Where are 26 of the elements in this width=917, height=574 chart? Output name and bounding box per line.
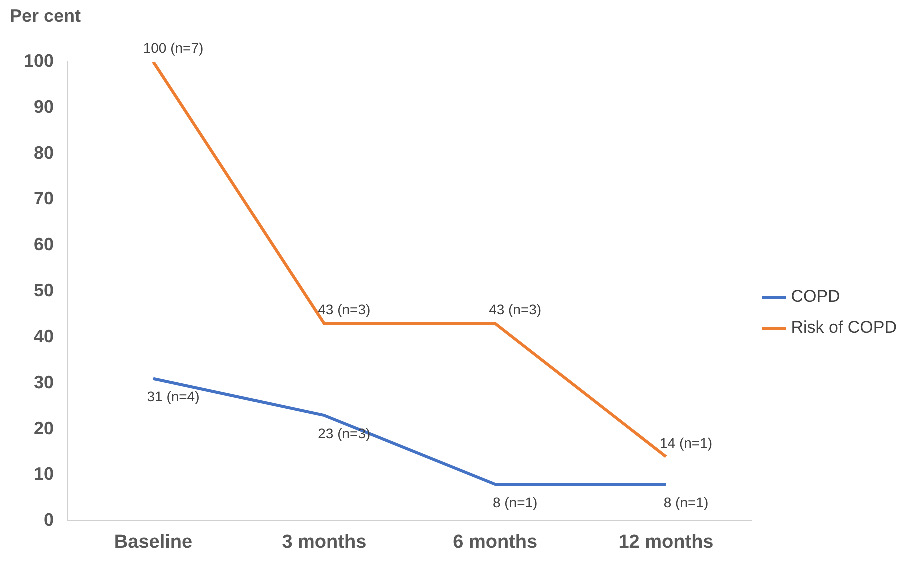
y-tick-label: 40 <box>34 326 54 346</box>
data-label: 23 (n=3) <box>318 425 371 442</box>
y-tick-label: 50 <box>34 280 54 301</box>
x-tick-label: 6 months <box>453 532 538 553</box>
data-label: 100 (n=7) <box>143 40 204 56</box>
y-tick-label: 0 <box>44 510 54 530</box>
x-tick-label: Baseline <box>114 532 193 553</box>
y-tick-label: 60 <box>34 234 54 255</box>
y-tick-label: 10 <box>34 464 54 484</box>
y-tick-label: 80 <box>34 142 54 163</box>
legend-label: Risk of COPD <box>791 318 898 338</box>
data-label: 14 (n=1) <box>660 434 713 451</box>
data-label: 8 (n=1) <box>664 494 709 510</box>
y-tick-label: 30 <box>34 372 54 392</box>
x-tick-label: 3 months <box>282 532 367 553</box>
legend-label: COPD <box>791 287 840 306</box>
y-axis-title: Per cent <box>10 6 82 26</box>
y-tick-label: 90 <box>34 96 54 117</box>
y-tick-label: 70 <box>34 188 54 209</box>
data-label: 43 (n=3) <box>318 302 371 318</box>
y-tick-label: 100 <box>24 50 54 71</box>
data-label: 31 (n=4) <box>147 388 200 405</box>
y-tick-label: 20 <box>34 418 54 438</box>
x-tick-label: 12 months <box>618 532 714 553</box>
data-label: 43 (n=3) <box>489 302 542 318</box>
data-label: 8 (n=1) <box>492 494 538 510</box>
